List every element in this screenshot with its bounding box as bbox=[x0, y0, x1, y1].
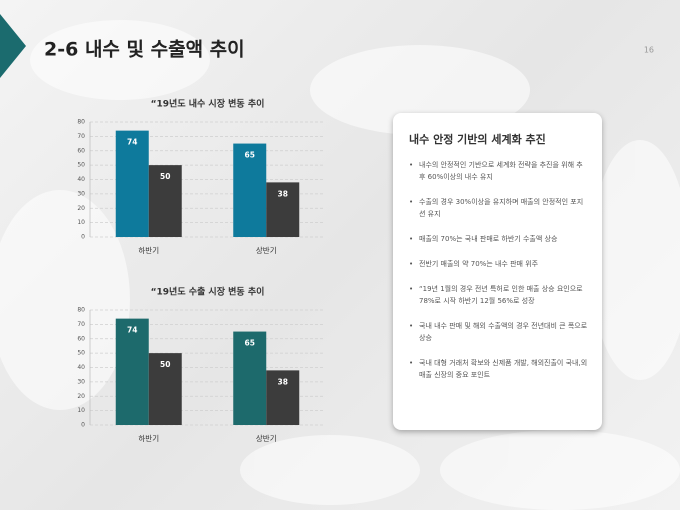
y-tick-label: 0 bbox=[81, 234, 85, 241]
bar bbox=[148, 165, 182, 237]
bullet: 전반기 매출의 약 70%는 내수 판매 위주 bbox=[409, 258, 588, 270]
y-tick-label: 10 bbox=[77, 407, 85, 414]
y-tick-label: 10 bbox=[77, 219, 85, 226]
bar bbox=[266, 370, 300, 425]
y-tick-label: 60 bbox=[77, 335, 85, 342]
x-tick-label: 하반기 bbox=[138, 245, 159, 255]
y-tick-label: 30 bbox=[77, 190, 85, 197]
y-tick-label: 20 bbox=[77, 393, 85, 400]
bullet: 내수의 안정적인 기반으로 세계화 전략을 추진을 위해 추후 60%이상의 내… bbox=[409, 159, 588, 183]
y-tick-label: 70 bbox=[77, 133, 85, 140]
text-panel: 내수 안정 기반의 세계화 추진 내수의 안정적인 기반으로 세계화 전략을 추… bbox=[393, 113, 602, 430]
bullet: “19년 1월의 경우 전년 특허로 인한 매출 상승 요인으로 78%로 시작… bbox=[409, 283, 588, 307]
bar bbox=[266, 182, 300, 237]
bullet: 국내 대형 거래처 확보와 신제품 개발, 해외진출이 국내,외 매출 신장의 … bbox=[409, 357, 588, 381]
bullet: 매출의 70%는 국내 판매로 하반기 수출액 상승 bbox=[409, 233, 588, 245]
bar bbox=[233, 143, 267, 237]
y-tick-label: 60 bbox=[77, 147, 85, 154]
slide-title: 2-6 내수 및 수출액 추이 bbox=[44, 39, 245, 61]
data-label: 74 bbox=[127, 138, 137, 147]
y-tick-label: 80 bbox=[77, 307, 85, 314]
bar bbox=[233, 331, 267, 425]
data-label: 50 bbox=[160, 360, 170, 369]
bar bbox=[148, 353, 182, 425]
data-label: 38 bbox=[278, 189, 288, 198]
data-label: 74 bbox=[127, 326, 137, 335]
y-tick-label: 40 bbox=[77, 176, 85, 183]
data-label: 65 bbox=[245, 151, 255, 160]
x-tick-label: 상반기 bbox=[256, 245, 277, 255]
background-shapes bbox=[0, 20, 680, 510]
y-tick-label: 50 bbox=[77, 350, 85, 357]
data-label: 38 bbox=[278, 377, 288, 386]
chart-title: “19년도 내수 시장 변동 추이 bbox=[151, 98, 265, 110]
y-tick-label: 70 bbox=[77, 321, 85, 328]
y-tick-label: 20 bbox=[77, 205, 85, 212]
panel-title: 내수 안정 기반의 세계화 추진 bbox=[409, 133, 546, 146]
y-tick-label: 40 bbox=[77, 364, 85, 371]
bar bbox=[115, 130, 149, 237]
bar bbox=[115, 318, 149, 425]
corner-accent bbox=[0, 14, 26, 78]
y-tick-label: 80 bbox=[77, 119, 85, 126]
bullet: 수출의 경우 30%이상을 유지하며 매출의 안정적인 포지션 유지 bbox=[409, 196, 588, 220]
y-tick-label: 30 bbox=[77, 378, 85, 385]
y-tick-label: 0 bbox=[81, 422, 85, 429]
chart-title: “19년도 수출 시장 변동 추이 bbox=[151, 286, 265, 298]
y-tick-label: 50 bbox=[77, 162, 85, 169]
bullet: 국내 내수 판매 및 해외 수출액의 경우 전년대비 큰 폭으로 상승 bbox=[409, 320, 588, 344]
x-tick-label: 상반기 bbox=[256, 433, 277, 443]
bullet-list: 내수의 안정적인 기반으로 세계화 전략을 추진을 위해 추후 60%이상의 내… bbox=[409, 159, 588, 381]
x-tick-label: 하반기 bbox=[138, 433, 159, 443]
data-label: 65 bbox=[245, 339, 255, 348]
page-number: 16 bbox=[644, 46, 654, 55]
data-label: 50 bbox=[160, 172, 170, 181]
